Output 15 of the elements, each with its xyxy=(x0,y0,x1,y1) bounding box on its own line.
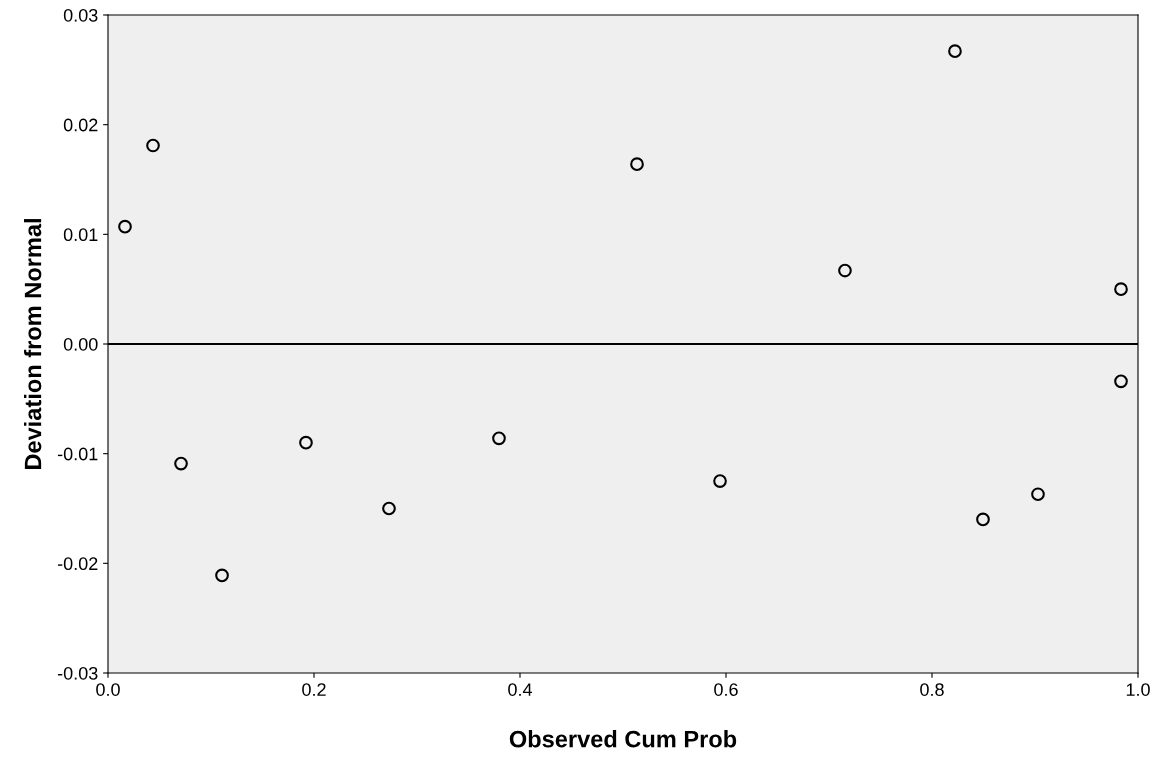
x-tick-label: 0.2 xyxy=(302,683,326,696)
x-tick-label: 0.0 xyxy=(96,683,120,696)
y-axis-title: Deviation from Normal xyxy=(24,219,42,470)
y-tick-label: -0.03 xyxy=(57,666,98,680)
y-tick-label: 0.02 xyxy=(63,118,98,132)
x-tick-label: 0.6 xyxy=(714,683,738,696)
y-tick-label: 0.01 xyxy=(63,228,98,242)
y-tick-label: -0.02 xyxy=(57,557,98,571)
x-tick-label: 1.0 xyxy=(1126,683,1150,696)
x-axis-title: Observed Cum Prob xyxy=(509,730,737,748)
y-tick-label: -0.01 xyxy=(57,447,98,461)
y-tick-label: 0.00 xyxy=(63,337,98,351)
x-tick-label: 0.8 xyxy=(920,683,944,696)
x-tick-label: 0.4 xyxy=(508,683,533,696)
y-tick-label: 0.03 xyxy=(63,8,98,22)
